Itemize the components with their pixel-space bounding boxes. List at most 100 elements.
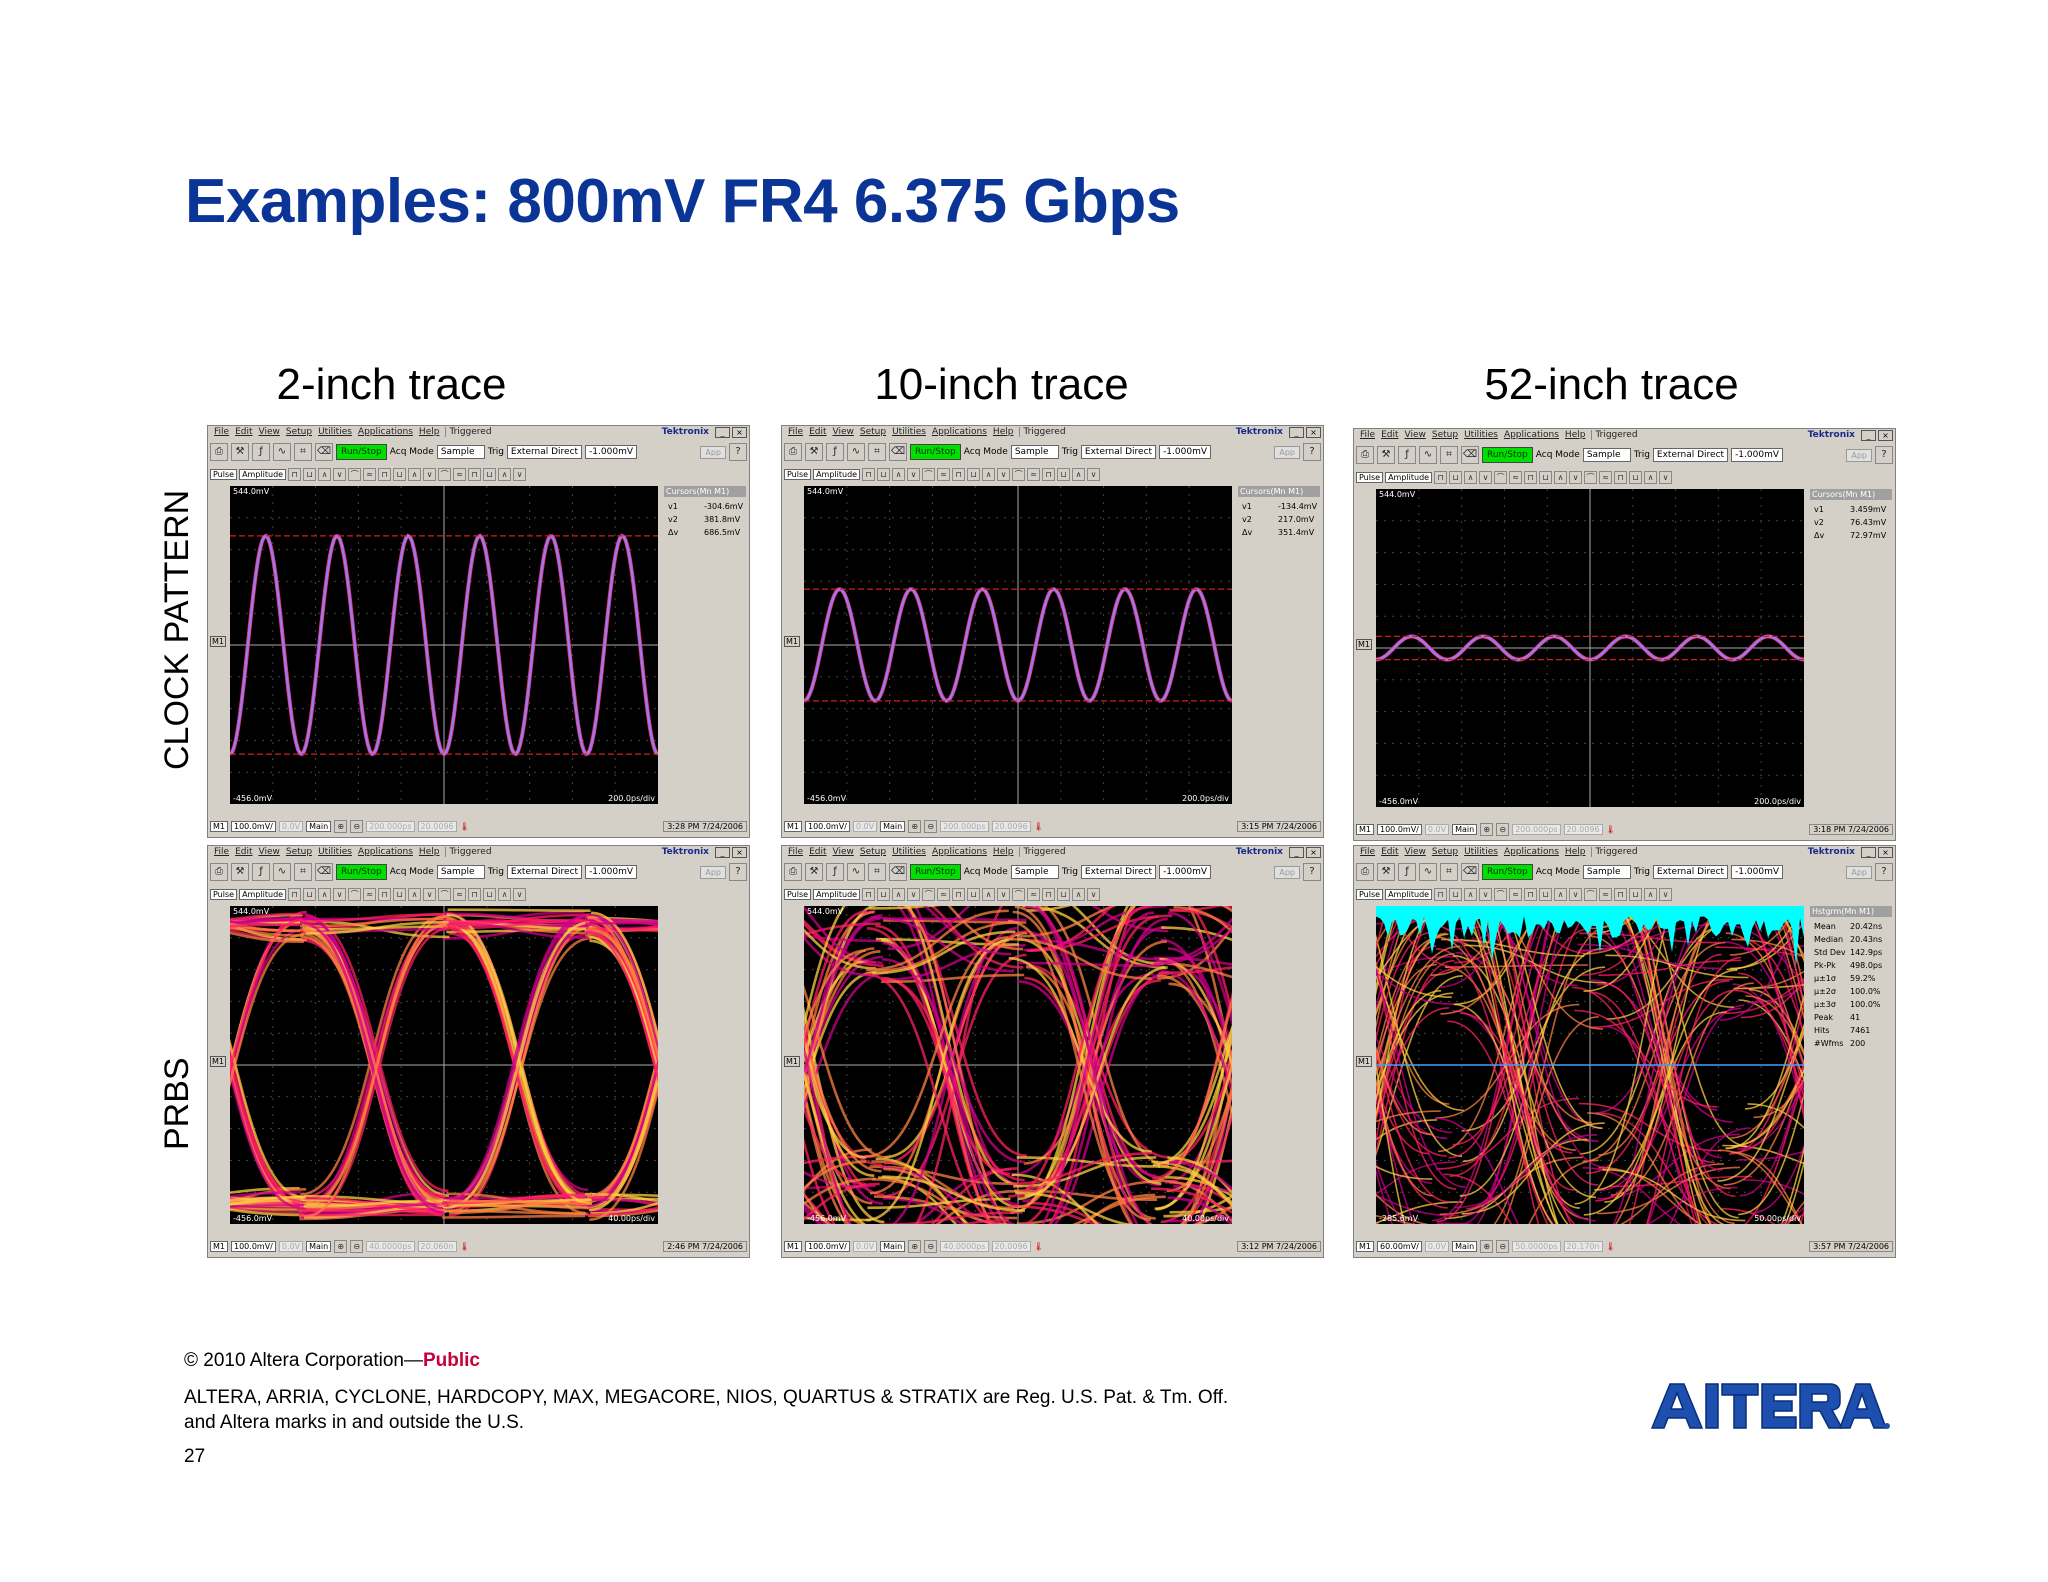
zoom-in-icon[interactable]: ⊕	[334, 819, 348, 833]
measurement-icon[interactable]: ∨	[997, 467, 1011, 481]
measurement-icon[interactable]: ∧	[892, 467, 906, 481]
menu-setup[interactable]: Setup	[285, 847, 313, 857]
app-button[interactable]: App	[1846, 448, 1872, 462]
m1-ground-marker[interactable]: M1	[1356, 1056, 1372, 1067]
measurement-icon[interactable]: ∧	[1554, 470, 1568, 484]
measurement-icon[interactable]: ∨	[1659, 470, 1673, 484]
menu-view[interactable]: View	[832, 847, 854, 857]
measurement-icon[interactable]: ⊓	[862, 887, 876, 901]
measurement-icon[interactable]: ≈	[1599, 887, 1613, 901]
zoom-out-icon[interactable]: ⊖	[924, 1239, 938, 1253]
measurement-icon[interactable]: ⌒	[438, 467, 452, 481]
measurement-icon[interactable]: ∧	[498, 887, 512, 901]
measurement-icon[interactable]: ⊓	[378, 887, 392, 901]
measurement-icon[interactable]: ≈	[1027, 887, 1041, 901]
eraser-icon[interactable]: ⌫	[889, 443, 907, 461]
menu-applications[interactable]: Applications	[931, 427, 987, 437]
measurement-icon[interactable]: ∨	[513, 467, 527, 481]
measurement-icon[interactable]: ∧	[892, 887, 906, 901]
measurement-icon[interactable]: ⊔	[393, 887, 407, 901]
minimize-button[interactable]: _	[1289, 847, 1304, 858]
app-button[interactable]: App	[1846, 865, 1872, 879]
menu-file[interactable]: File	[214, 847, 230, 857]
menu-help[interactable]: Help	[1564, 430, 1586, 440]
help-icon[interactable]: ?	[1303, 863, 1321, 881]
tools-icon[interactable]: ⚒	[1377, 446, 1395, 464]
zoom-out-icon[interactable]: ⊖	[350, 819, 364, 833]
measure-icon[interactable]: ⌗	[294, 443, 312, 461]
measurement-icon[interactable]: ≈	[1509, 470, 1523, 484]
measurement-icon[interactable]: ⊓	[1614, 470, 1628, 484]
menu-utilities[interactable]: Utilities	[1464, 847, 1498, 857]
menu-help[interactable]: Help	[1564, 847, 1586, 857]
math-icon[interactable]: ƒ	[1398, 863, 1416, 881]
print-icon[interactable]: ⎙	[784, 863, 802, 881]
eraser-icon[interactable]: ⌫	[889, 863, 907, 881]
pulse-select[interactable]: Pulse	[210, 888, 238, 900]
menu-view[interactable]: View	[258, 427, 280, 437]
measure-icon[interactable]: ⌗	[1440, 446, 1458, 464]
measurement-icon[interactable]: ⌒	[438, 887, 452, 901]
menu-edit[interactable]: Edit	[1381, 847, 1399, 857]
m1-ground-marker[interactable]: M1	[784, 636, 800, 647]
tools-icon[interactable]: ⚒	[231, 443, 249, 461]
measurement-icon[interactable]: ⊔	[1539, 887, 1553, 901]
measurement-icon[interactable]: ⊔	[877, 887, 891, 901]
menu-file[interactable]: File	[788, 427, 804, 437]
measurement-icon[interactable]: ⊓	[1042, 887, 1056, 901]
menu-applications[interactable]: Applications	[1503, 847, 1559, 857]
menu-setup[interactable]: Setup	[859, 847, 887, 857]
measurement-icon[interactable]: ∨	[423, 467, 437, 481]
vertical-scale-field[interactable]: 100.0mV/	[231, 820, 276, 832]
amplitude-select[interactable]: Amplitude	[239, 888, 287, 900]
measurement-icon[interactable]: ≈	[363, 887, 377, 901]
measurement-icon[interactable]: ⊔	[1449, 470, 1463, 484]
help-icon[interactable]: ?	[729, 443, 747, 461]
measurement-icon[interactable]: ∨	[1569, 470, 1583, 484]
minimize-button[interactable]: _	[715, 847, 730, 858]
measurement-icon[interactable]: ∧	[1464, 470, 1478, 484]
print-icon[interactable]: ⎙	[210, 863, 228, 881]
pulse-select[interactable]: Pulse	[784, 888, 812, 900]
waveform-icon[interactable]: ∿	[847, 443, 865, 461]
help-icon[interactable]: ?	[1303, 443, 1321, 461]
measurement-icon[interactable]: ⌒	[922, 887, 936, 901]
math-icon[interactable]: ƒ	[826, 443, 844, 461]
measurement-icon[interactable]: ∨	[423, 887, 437, 901]
channel-select[interactable]: M1	[784, 1240, 802, 1252]
zoom-out-icon[interactable]: ⊖	[1496, 1239, 1510, 1253]
trig-level-field[interactable]: -1.000mV	[1159, 865, 1211, 879]
print-icon[interactable]: ⎙	[1356, 863, 1374, 881]
m1-ground-marker[interactable]: M1	[210, 636, 226, 647]
tools-icon[interactable]: ⚒	[231, 863, 249, 881]
vertical-scale-field[interactable]: 60.00mV/	[1377, 1240, 1422, 1252]
menu-view[interactable]: View	[1404, 847, 1426, 857]
measurement-icon[interactable]: ∨	[1479, 887, 1493, 901]
minimize-button[interactable]: _	[1289, 427, 1304, 438]
measurement-icon[interactable]: ∨	[1479, 470, 1493, 484]
app-button[interactable]: App	[1274, 445, 1300, 459]
measurement-icon[interactable]: ⊓	[1434, 470, 1448, 484]
measurement-icon[interactable]: ∧	[318, 887, 332, 901]
measurement-icon[interactable]: ∧	[408, 887, 422, 901]
close-button[interactable]: ×	[1306, 427, 1321, 438]
menu-view[interactable]: View	[258, 847, 280, 857]
measurement-icon[interactable]: ∨	[1087, 467, 1101, 481]
vertical-scale-field[interactable]: 100.0mV/	[231, 1240, 276, 1252]
amplitude-select[interactable]: Amplitude	[813, 888, 861, 900]
run-stop-button[interactable]: Run/Stop	[910, 444, 961, 460]
zoom-in-icon[interactable]: ⊕	[334, 1239, 348, 1253]
zoom-out-icon[interactable]: ⊖	[350, 1239, 364, 1253]
waveform-icon[interactable]: ∿	[273, 443, 291, 461]
measurement-icon[interactable]: ≈	[363, 467, 377, 481]
measurement-icon[interactable]: ≈	[937, 467, 951, 481]
pulse-select[interactable]: Pulse	[1356, 888, 1384, 900]
measurement-icon[interactable]: ⊔	[1629, 470, 1643, 484]
measurement-icon[interactable]: ∨	[1087, 887, 1101, 901]
run-stop-button[interactable]: Run/Stop	[910, 864, 961, 880]
waveform-icon[interactable]: ∿	[1419, 446, 1437, 464]
measurement-icon[interactable]: ⊓	[862, 467, 876, 481]
menu-file[interactable]: File	[214, 427, 230, 437]
menu-file[interactable]: File	[1360, 430, 1376, 440]
measurement-icon[interactable]: ⌒	[1012, 467, 1026, 481]
